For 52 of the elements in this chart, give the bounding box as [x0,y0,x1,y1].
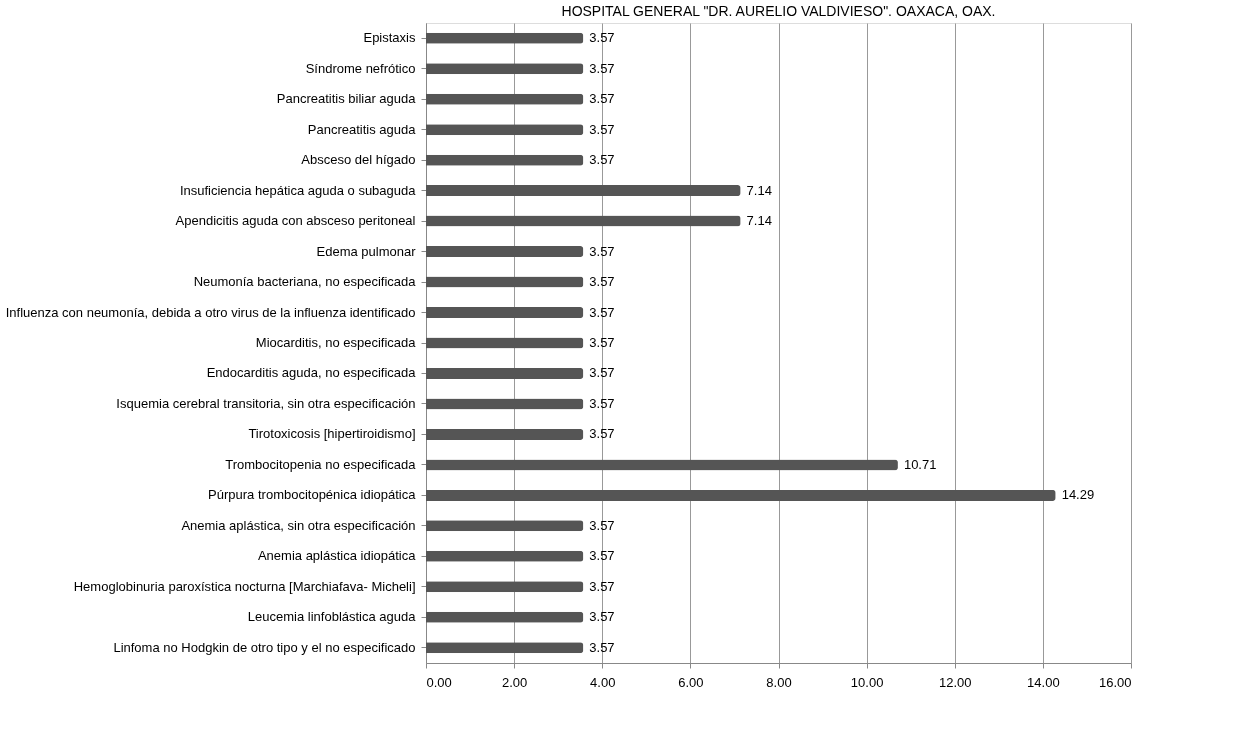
y-tick-label: Linfoma no Hodgkin de otro tipo y el no especificado [113,639,416,655]
y-tick-label: Endocarditis aguda, no especificada [206,365,417,381]
y-tick-label: Insuficiencia hepática aguda o subaguda [179,182,417,198]
data-label: 14.29 [1061,487,1095,503]
y-tick-label: Isquemia cerebral transitoria, sin otra especificación [116,395,416,411]
data-label: 3.57 [589,30,615,46]
x-tick-label: 16.00 [1098,674,1132,690]
y-tick-label: Leucemia linfoblástica aguda [247,609,417,625]
y-tick-label: Pancreatitis aguda [307,121,417,137]
y-tick-label: Edema pulmonar [316,243,417,259]
y-tick-label: Síndrome nefrótico [305,60,416,76]
data-label: 3.57 [589,395,615,411]
x-tick-label: 12.00 [938,674,972,690]
y-tick-label: Pancreatitis biliar aguda [276,91,417,107]
data-label: 3.57 [589,274,615,290]
y-tick-label: Anemia aplástica, sin otra especificación [181,517,416,533]
data-label: 3.57 [589,60,615,76]
x-tick-label: 10.00 [850,674,884,690]
y-tick-label: Miocarditis, no especificada [255,335,417,350]
chart-title: HOSPITAL GENERAL "DR. AURELIO VALDIVIESO". OAXACA, OAX. [561,3,996,19]
y-tick-label: Absceso del hígado [301,152,416,168]
x-tick-label: 6.00 [678,674,704,690]
data-label: 3.57 [589,121,615,137]
y-tick-label: Neumonía bacteriana, no especificada [193,274,417,290]
data-label: 3.57 [589,243,615,259]
data-label: 3.57 [589,304,615,320]
data-label: 3.57 [589,152,615,168]
data-label: 3.57 [589,426,615,442]
data-label: 3.57 [589,91,615,107]
data-label: 7.14 [746,213,772,229]
x-tick-label: 8.00 [766,674,792,690]
y-tick-label: Influenza con neumonía, debida a otro virus de la influenza identificado [5,304,416,320]
y-tick-label: Anemia aplástica idiopática [257,548,417,564]
x-tick-label: 14.00 [1027,674,1060,690]
x-tick-label: 4.00 [590,674,616,690]
y-tick-label: Trombocitopenia no especificada [225,456,417,472]
data-label: 3.57 [589,578,615,594]
data-label: 3.57 [589,548,615,564]
y-tick-label: Púrpura trombocitopénica idiopática [208,487,417,503]
x-tick-label: 2.00 [501,674,528,690]
data-label: 3.57 [589,639,615,655]
y-tick-label: Apendicitis aguda con absceso peritoneal [175,213,416,229]
y-tick-label: Epistaxis [363,30,416,46]
data-label: 10.71 [903,456,937,472]
data-label: 3.57 [589,335,615,350]
x-tick-label: 0.00 [426,674,452,690]
data-label: 7.14 [746,182,772,198]
data-label: 3.57 [589,517,615,533]
y-tick-label: Hemoglobinuria paroxística nocturna [Marchiafava- Micheli] [73,578,416,594]
y-tick-label: Tirotoxicosis [hipertiroidismo] [248,426,416,442]
data-label: 3.57 [589,609,615,625]
data-label: 3.57 [589,365,615,381]
